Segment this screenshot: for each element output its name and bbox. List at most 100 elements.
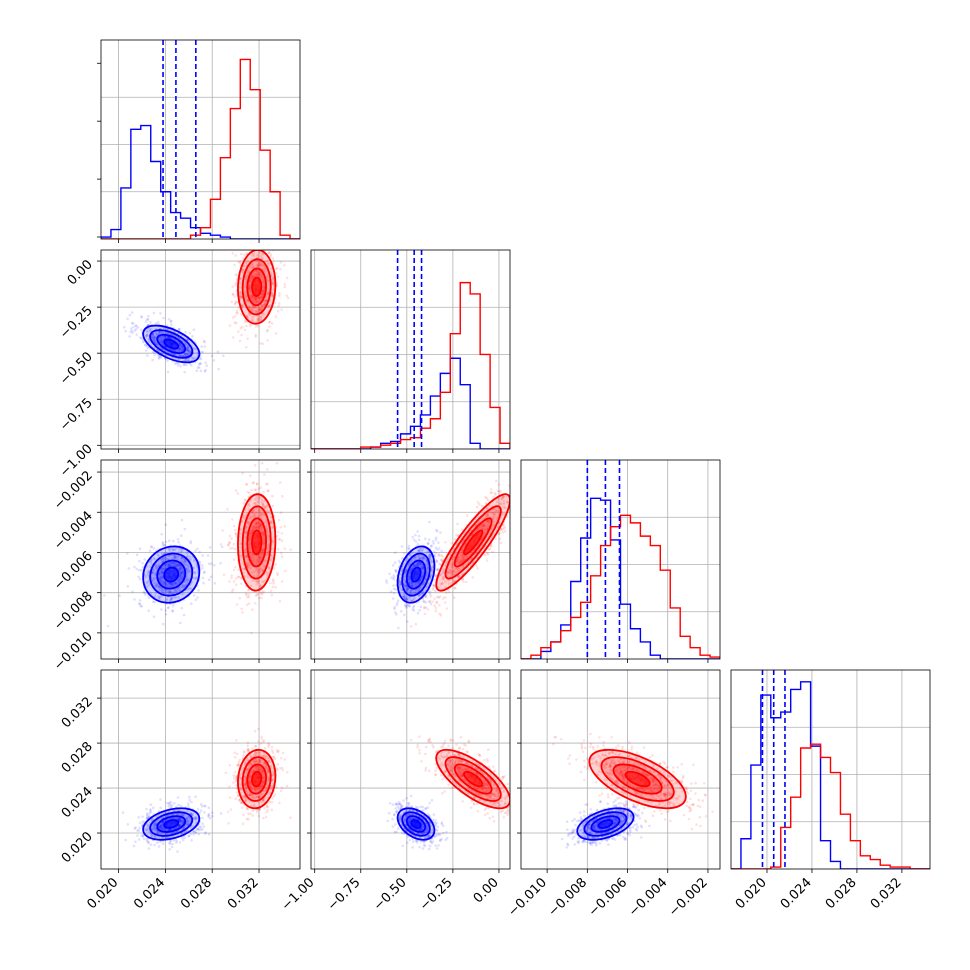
scatter-point xyxy=(233,295,236,298)
scatter-point xyxy=(266,233,269,236)
scatter-point xyxy=(168,828,171,832)
scatter-point xyxy=(240,520,244,524)
scatter-point xyxy=(447,571,450,574)
scatter-point xyxy=(413,564,417,568)
scatter-point xyxy=(417,588,421,592)
scatter-point xyxy=(495,479,498,483)
scatter-point xyxy=(260,307,263,311)
scatter-point xyxy=(159,824,162,828)
scatter-point xyxy=(180,556,183,559)
scatter-point xyxy=(481,523,485,527)
scatter-point xyxy=(414,555,418,559)
scatter-point xyxy=(200,350,203,354)
scatter-point xyxy=(254,787,258,790)
scatter-point xyxy=(411,589,415,592)
scatter-point xyxy=(149,810,153,814)
contour-line-1 xyxy=(149,811,194,837)
scatter-point xyxy=(195,369,199,373)
scatter-point xyxy=(270,785,274,788)
scatter-point xyxy=(469,563,473,567)
scatter-point xyxy=(416,562,420,566)
scatter-point xyxy=(178,564,182,568)
scatter-point xyxy=(136,829,139,832)
scatter-point xyxy=(243,531,247,534)
histogram-series-0 xyxy=(311,357,510,449)
scatter-point xyxy=(417,549,421,552)
scatter-point xyxy=(260,596,263,600)
scatter-point xyxy=(178,824,181,828)
scatter-point xyxy=(258,760,262,763)
scatter-point xyxy=(158,572,161,575)
scatter-point xyxy=(158,578,162,581)
scatter-point xyxy=(261,780,264,784)
scatter-point xyxy=(143,591,146,595)
scatter-point xyxy=(259,263,263,267)
scatter-point xyxy=(270,322,274,325)
scatter-point xyxy=(244,593,248,597)
scatter-point xyxy=(176,563,180,567)
scatter-point xyxy=(233,755,237,759)
scatter-point xyxy=(188,350,191,354)
scatter-point xyxy=(261,590,265,594)
scatter-point xyxy=(431,566,434,570)
scatter-point xyxy=(183,836,186,840)
scatter-point xyxy=(242,813,245,817)
scatter-point xyxy=(272,773,275,777)
scatter-point xyxy=(138,599,142,602)
scatter-point xyxy=(394,611,397,614)
scatter-point xyxy=(159,823,163,827)
scatter-point xyxy=(186,338,190,342)
scatter-point xyxy=(523,502,526,505)
scatter-point xyxy=(430,571,434,575)
scatter-point xyxy=(484,501,488,505)
scatter-point xyxy=(164,540,168,544)
scatter-point xyxy=(270,749,274,752)
scatter-point xyxy=(157,355,161,359)
scatter-point xyxy=(254,498,257,501)
scatter-point xyxy=(154,583,158,586)
scatter-point xyxy=(483,554,487,557)
scatter-point xyxy=(255,502,258,506)
scatter-point xyxy=(255,511,258,515)
scatter-point xyxy=(283,547,287,550)
scatter-point xyxy=(269,521,273,525)
scatter-point xyxy=(183,527,187,531)
scatter-point xyxy=(268,321,271,324)
scatter-point xyxy=(451,560,455,564)
scatter-point xyxy=(261,776,265,779)
scatter-point xyxy=(200,805,204,808)
scatter-point xyxy=(158,825,161,829)
scatter-point xyxy=(181,576,185,579)
scatter-point xyxy=(450,565,454,568)
scatter-point xyxy=(251,299,255,303)
scatter-point xyxy=(410,559,414,562)
scatter-point xyxy=(151,337,155,340)
scatter-point xyxy=(256,317,260,321)
scatter-point xyxy=(251,295,255,299)
scatter-point xyxy=(438,612,441,615)
scatter-point xyxy=(261,315,264,318)
scatter-point xyxy=(239,295,242,299)
scatter-point xyxy=(190,356,194,360)
scatter-point xyxy=(493,512,497,516)
scatter-point xyxy=(256,808,260,812)
scatter-point xyxy=(502,495,505,499)
scatter-point xyxy=(406,587,409,591)
scatter-point xyxy=(385,579,388,582)
scatter-point xyxy=(257,296,261,300)
scatter-point xyxy=(242,501,246,505)
scatter-point xyxy=(488,547,492,551)
scatter-point xyxy=(137,602,141,605)
scatter-point xyxy=(255,567,258,571)
scatter-point xyxy=(221,529,224,532)
scatter-point xyxy=(253,753,256,757)
panel-content xyxy=(121,727,292,853)
scatter-point xyxy=(170,597,174,600)
scatter-point xyxy=(255,558,259,562)
scatter-point xyxy=(251,525,255,529)
scatter-point xyxy=(187,348,190,351)
scatter-point xyxy=(240,333,243,337)
scatter-point xyxy=(154,322,158,325)
scatter-point xyxy=(424,577,428,581)
scatter-point xyxy=(435,600,438,604)
